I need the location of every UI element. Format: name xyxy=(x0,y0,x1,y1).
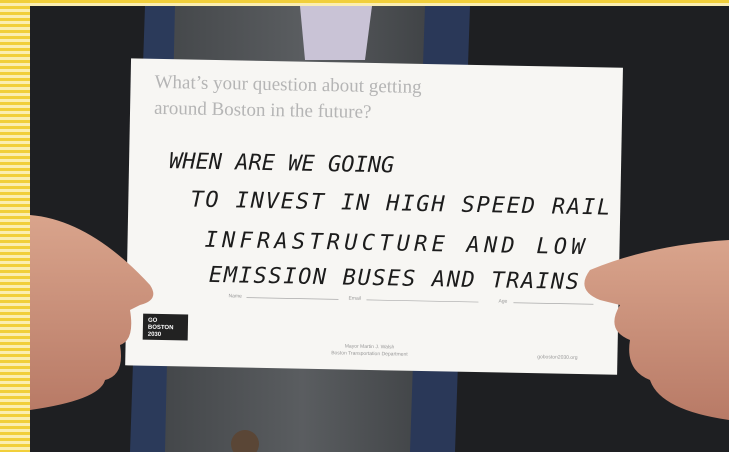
logo-text: 2030 xyxy=(148,332,162,338)
field-label: Age xyxy=(498,298,507,304)
card: What’s your question about getting aroun… xyxy=(125,58,623,374)
logo-text: GO xyxy=(148,318,158,324)
answer-line: WHEN ARE WE GOING xyxy=(169,149,395,178)
website: goboston2030.org xyxy=(537,354,578,361)
field-label: Email xyxy=(348,296,361,302)
logo-text: BOSTON xyxy=(148,325,174,331)
shirt xyxy=(300,6,372,60)
footer-line: Mayor Martin J. Walsh xyxy=(345,344,395,351)
field-label: Name xyxy=(228,293,242,299)
photo: What’s your question about getting aroun… xyxy=(0,0,729,452)
prompt-line: around Boston in the future? xyxy=(154,98,372,123)
